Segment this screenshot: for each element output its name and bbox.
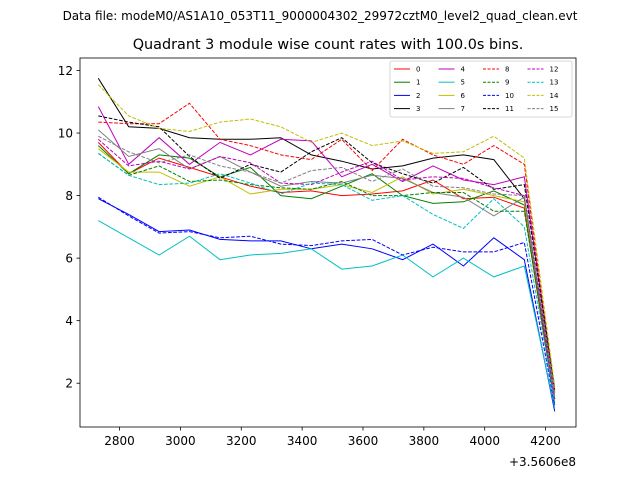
axes-frame <box>79 57 577 428</box>
y-tick-label: 2 <box>65 377 73 391</box>
y-tick-label: 8 <box>65 189 73 203</box>
series-line-7 <box>97 129 556 403</box>
legend-label-14: 14 <box>550 92 559 100</box>
x-tick-label: 4000 <box>469 434 500 448</box>
series-line-4 <box>97 106 556 392</box>
y-tick-label: 10 <box>58 127 73 141</box>
x-tick-label: 3400 <box>287 434 318 448</box>
chart-title: Quadrant 3 module wise count rates with … <box>133 37 524 53</box>
series-line-0 <box>97 142 556 406</box>
x-tick-label: 3800 <box>409 434 440 448</box>
plot-lines <box>97 78 556 412</box>
x-tick-label: 3000 <box>165 434 196 448</box>
legend-label-1: 1 <box>416 79 420 87</box>
legend-label-9: 9 <box>505 79 509 87</box>
series-line-1 <box>97 145 556 399</box>
legend-frame <box>389 60 573 118</box>
series-line-14 <box>97 84 556 387</box>
legend-label-7: 7 <box>461 105 465 113</box>
series-line-15 <box>98 135 556 393</box>
legend-label-13: 13 <box>550 79 559 87</box>
legend-label-15: 15 <box>550 105 559 113</box>
series-line-3 <box>97 78 556 393</box>
x-axis-offset-label: +3.5606e8 <box>509 455 576 469</box>
x-tick-label: 3600 <box>348 434 379 448</box>
y-tick-label: 6 <box>65 252 73 266</box>
legend-label-5: 5 <box>461 79 465 87</box>
series-line-9 <box>98 152 556 399</box>
legend-label-0: 0 <box>416 66 420 74</box>
y-tick-label: 4 <box>65 314 73 328</box>
series-line-2 <box>98 198 556 412</box>
series-line-12 <box>97 138 556 399</box>
series-line-10 <box>98 196 556 406</box>
legend-label-11: 11 <box>505 105 514 113</box>
x-axis: 2800 3000 3200 3400 3600 3800 4000 4200 <box>104 427 561 448</box>
series-line-11 <box>98 115 556 390</box>
legend-label-2: 2 <box>416 92 420 100</box>
x-tick-label: 4200 <box>530 434 561 448</box>
y-axis: 2 4 6 8 10 12 <box>58 64 80 391</box>
legend-label-12: 12 <box>550 66 559 74</box>
legend-label-4: 4 <box>461 66 466 74</box>
legend-label-6: 6 <box>461 92 466 100</box>
x-tick-label: 3200 <box>226 434 257 448</box>
legend-label-8: 8 <box>505 66 509 74</box>
series-line-8 <box>98 102 556 395</box>
series-line-6 <box>97 148 556 396</box>
series-line-5 <box>98 220 556 409</box>
legend-label-3: 3 <box>416 105 420 113</box>
x-tick-label: 2800 <box>104 434 135 448</box>
chart-suptitle: Data file: modeM0/AS1A10_053T11_90000043… <box>63 9 578 23</box>
y-tick-label: 12 <box>58 64 73 78</box>
legend-label-10: 10 <box>505 92 514 100</box>
series-line-13 <box>98 152 556 403</box>
